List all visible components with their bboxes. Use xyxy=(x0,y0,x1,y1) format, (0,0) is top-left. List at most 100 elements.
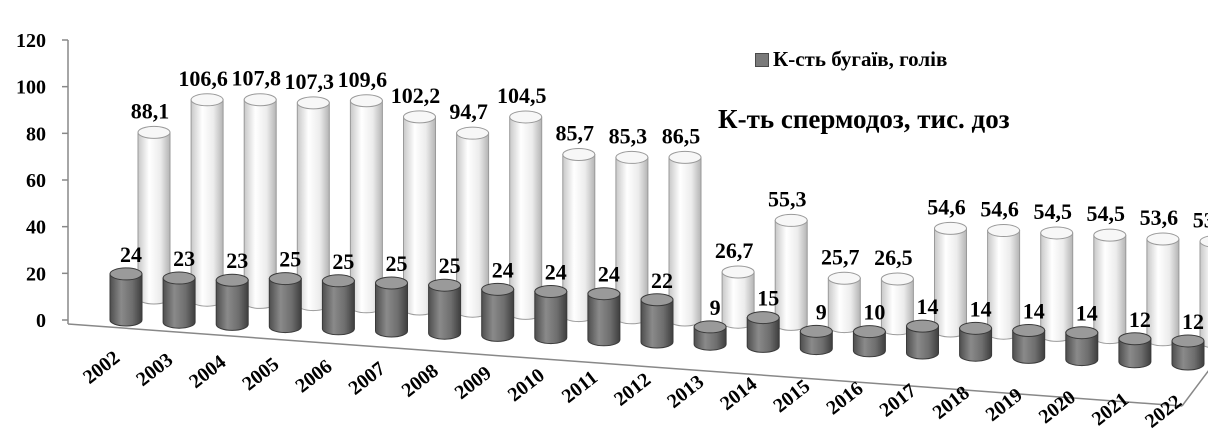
bar-doses xyxy=(243,93,277,309)
y-tick-label: 80 xyxy=(26,123,46,145)
bar-bulls xyxy=(428,278,462,340)
x-tick-label: 2009 xyxy=(451,362,496,404)
x-tick-label: 2020 xyxy=(1035,386,1080,428)
legend-bulls: К-сть бугаїв, голів xyxy=(755,47,947,72)
data-label-bulls: 14 xyxy=(1023,299,1045,324)
bar-bulls xyxy=(481,282,515,342)
bar-bulls xyxy=(746,311,780,353)
data-label-bulls: 23 xyxy=(173,246,195,271)
data-label-bulls: 25 xyxy=(332,249,354,274)
x-tick-label: 2019 xyxy=(982,384,1027,426)
y-tick-label: 0 xyxy=(36,310,46,332)
data-label-bulls: 9 xyxy=(710,295,721,320)
axes: 0 20 40 60 80 100 120 xyxy=(16,30,1208,407)
data-label-doses: 54,5 xyxy=(1087,201,1126,226)
bar-bulls xyxy=(799,324,833,356)
bar-bulls xyxy=(109,267,143,327)
y-tick-label: 40 xyxy=(26,217,46,239)
data-label-doses: 88,1 xyxy=(131,98,170,123)
x-tick-label: 2013 xyxy=(663,371,708,413)
x-axis-line xyxy=(67,323,1183,407)
bar-bulls xyxy=(321,274,355,336)
data-label-bulls: 25 xyxy=(439,253,461,278)
data-label-doses: 26,7 xyxy=(715,238,754,263)
data-label-bulls: 22 xyxy=(651,268,673,293)
y-tick-label: 120 xyxy=(16,30,46,52)
data-label-bulls: 10 xyxy=(863,300,885,325)
data-label-doses: 102,2 xyxy=(391,83,441,108)
legend-doses-label: К-ть спермодоз, тис. доз xyxy=(718,104,1010,134)
x-tick-label: 2005 xyxy=(238,353,283,395)
bar-doses xyxy=(509,110,543,320)
bar-doses xyxy=(987,224,1021,340)
bar-bulls xyxy=(215,273,249,331)
data-label-doses: 107,3 xyxy=(285,69,335,94)
series-bulls xyxy=(109,267,1205,371)
bar-bulls xyxy=(1065,326,1099,367)
data-label-bulls: 24 xyxy=(598,262,620,287)
x-tick-label: 2014 xyxy=(716,373,761,415)
data-label-bulls: 15 xyxy=(757,286,779,311)
bar-bulls xyxy=(1171,334,1205,371)
bar-bulls xyxy=(534,285,568,345)
bar-bulls xyxy=(1012,324,1046,364)
data-label-doses: 54,6 xyxy=(927,194,966,219)
x-tick-label: 2011 xyxy=(558,366,602,407)
data-label-doses: 25,7 xyxy=(821,244,860,269)
data-label-doses: 106,6 xyxy=(178,66,228,91)
bar-doses xyxy=(827,271,861,334)
data-label-bulls: 25 xyxy=(279,247,301,272)
data-label-doses: 94,7 xyxy=(449,99,488,124)
data-label-doses: 54,6 xyxy=(980,197,1019,222)
data-label-doses: 107,8 xyxy=(231,66,281,91)
bar-bulls xyxy=(1118,332,1152,369)
bar-doses xyxy=(721,265,755,329)
bar-doses xyxy=(1093,228,1127,345)
legend-doses: К-ть спермодоз, тис. доз xyxy=(718,104,1010,135)
bar-bulls xyxy=(852,325,886,358)
bar-doses xyxy=(1040,226,1074,342)
data-label-doses: 54,5 xyxy=(1033,199,1072,224)
x-tick-label: 2008 xyxy=(398,360,443,402)
data-label-doses: 109,6 xyxy=(338,67,388,92)
x-tick-label: 2003 xyxy=(132,349,177,391)
data-label-doses: 104,5 xyxy=(497,83,547,108)
bar-bulls xyxy=(162,271,196,329)
y-tick-label: 20 xyxy=(26,263,46,285)
bar-bulls xyxy=(959,321,993,362)
bar-doses xyxy=(456,126,490,318)
y-tick-label: 60 xyxy=(26,170,46,192)
data-label-doses: 26,5 xyxy=(874,245,913,270)
data-label-bulls: 9 xyxy=(816,299,827,324)
data-label-doses: 85,7 xyxy=(556,120,595,145)
bar-doses xyxy=(1146,232,1180,347)
legend-bulls-swatch xyxy=(755,52,769,67)
bar-bulls xyxy=(640,293,674,349)
x-tick-label: 2016 xyxy=(822,377,867,419)
x-tick-label: 2021 xyxy=(1088,388,1133,430)
x-tick-label: 2004 xyxy=(185,351,230,393)
data-label-bulls: 12 xyxy=(1129,307,1151,332)
x-tick-label: 2015 xyxy=(769,375,814,417)
data-label-doses: 85,3 xyxy=(609,123,648,148)
bar-bulls xyxy=(375,276,408,338)
data-label-bulls: 14 xyxy=(1076,301,1098,326)
x-tick-label: 2002 xyxy=(79,347,124,389)
data-label-bulls: 14 xyxy=(970,296,992,321)
bar-doses xyxy=(668,150,702,327)
bar-bulls xyxy=(906,319,939,360)
data-label-doses: 86,5 xyxy=(662,123,701,148)
bar-doses xyxy=(934,221,967,338)
x-tick-label: 2007 xyxy=(345,358,390,400)
data-label-doses: 53,5 xyxy=(1193,207,1208,232)
bar-bulls xyxy=(693,320,727,351)
x-tick-label: 2006 xyxy=(291,355,336,397)
data-label-doses: 55,3 xyxy=(768,186,807,211)
data-label-bulls: 24 xyxy=(545,260,567,285)
y-tick-label: 100 xyxy=(16,77,46,99)
data-label-bulls: 12 xyxy=(1182,309,1204,334)
bar-doses xyxy=(774,213,808,331)
data-label-bulls: 25 xyxy=(386,251,408,276)
bar-doses xyxy=(190,93,224,307)
legend-bulls-label: К-сть бугаїв, голів xyxy=(773,47,948,71)
